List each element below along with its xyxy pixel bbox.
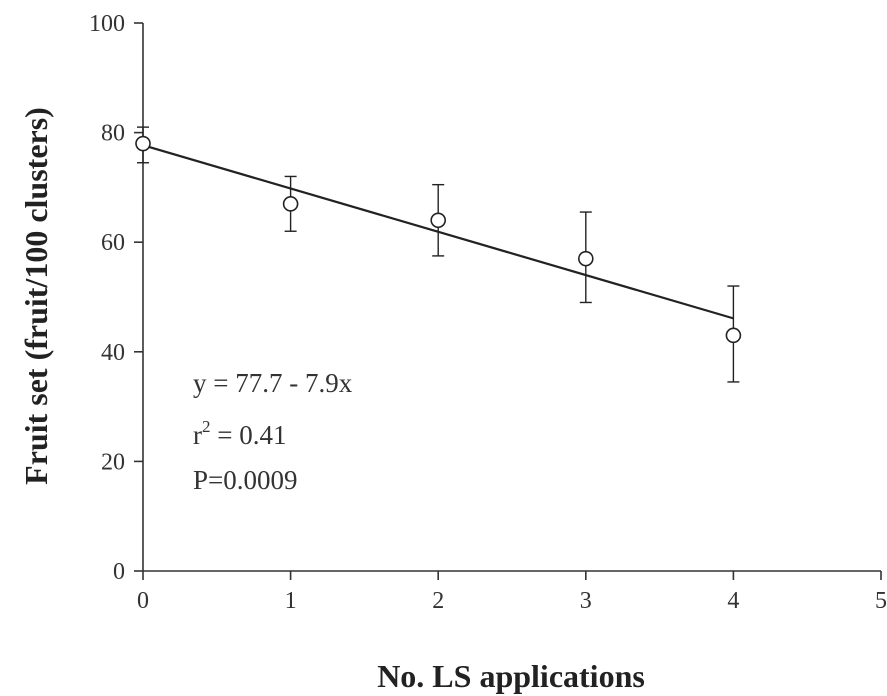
x-tick-label: 3: [580, 588, 592, 614]
data-point: [430, 212, 447, 229]
x-axis-title: No. LS applications: [377, 658, 645, 694]
r-squared-annotation: r2 = 0.41: [193, 417, 286, 450]
r-squared-exponent: 2: [202, 417, 211, 436]
data-point: [725, 327, 742, 344]
y-tick-label: 60: [101, 230, 125, 256]
y-tick-label: 100: [89, 11, 125, 37]
x-tick-label: 5: [875, 588, 887, 614]
r-squared-value: = 0.41: [211, 420, 287, 450]
y-tick-label: 20: [101, 449, 125, 475]
marks-layer: [135, 126, 742, 383]
data-point: [135, 135, 151, 152]
x-tick-label: 2: [432, 588, 444, 614]
y-tick-label: 80: [101, 121, 125, 147]
y-axis-title: Fruit set (fruit/100 clusters): [18, 107, 54, 485]
y-tick-label: 40: [101, 340, 125, 366]
x-tick-label: 0: [137, 588, 149, 614]
data-point: [282, 196, 299, 212]
axes-layer: 0 20 40 60 80 100 0 1 2 3 4 5: [89, 11, 887, 614]
x-tick-label: 4: [727, 588, 739, 614]
p-value-annotation: P=0.0009: [193, 465, 298, 495]
data-point: [577, 250, 594, 267]
r-squared-prefix: r: [193, 420, 202, 450]
regression-equation: y = 77.7 - 7.9x: [193, 368, 353, 398]
x-tick-label: 1: [285, 588, 297, 614]
y-tick-label: 0: [113, 559, 125, 585]
text-layer: Fruit set (fruit/100 clusters) No. LS ap…: [18, 107, 645, 694]
